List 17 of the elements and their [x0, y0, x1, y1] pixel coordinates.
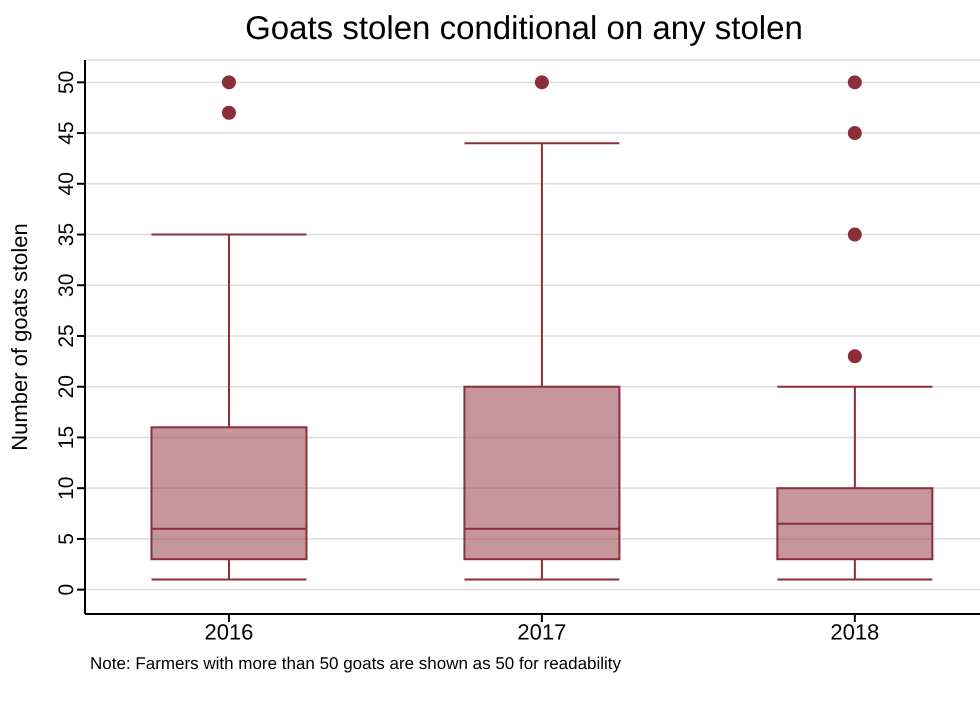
y-tick-label: 20 — [55, 375, 78, 398]
y-tick-label: 45 — [55, 121, 78, 145]
y-tick-label: 30 — [55, 274, 78, 297]
x-tick-label: 2016 — [204, 620, 254, 645]
x-tick-label: 2017 — [517, 620, 566, 645]
y-tick-label: 10 — [55, 476, 78, 500]
y-tick-label: 50 — [55, 70, 78, 94]
y-tick-label: 25 — [55, 324, 78, 348]
y-tick-label: 5 — [55, 533, 78, 545]
y-tick-label: 40 — [55, 172, 78, 196]
y-axis-title: Number of goats stolen — [6, 223, 32, 451]
y-tick-label: 35 — [55, 222, 78, 246]
y-tick-label: 15 — [55, 426, 78, 450]
text: Note: Farmers with more than 50 goats are shown as 50 for readability — [89, 654, 622, 674]
y-tick-label: 0 — [55, 584, 78, 596]
chart-title: Goats stolen conditional on any stolen — [244, 8, 804, 48]
x-tick-label: 2018 — [830, 620, 880, 645]
